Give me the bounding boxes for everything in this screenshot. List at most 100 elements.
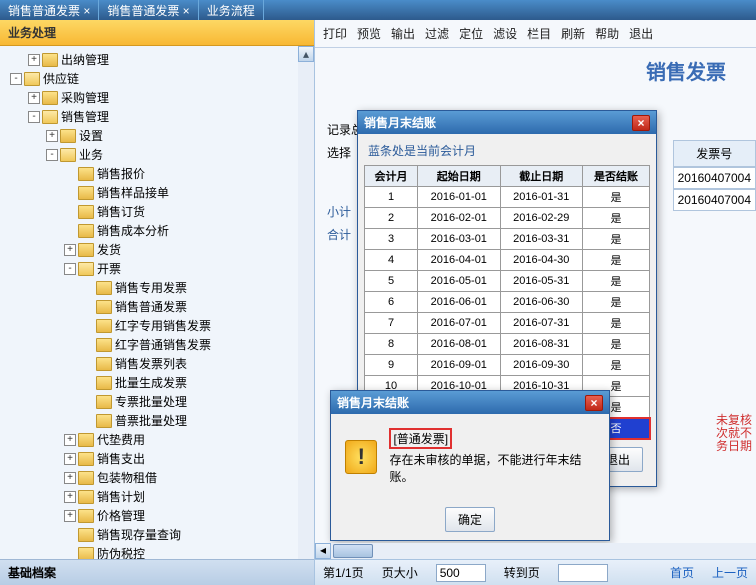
top-tab[interactable]: 销售普通发票 × [99, 0, 198, 20]
tree-item[interactable]: + 出纳管理 [4, 50, 310, 69]
expand-icon[interactable]: + [28, 54, 40, 66]
toolbar-item[interactable]: 滤设 [493, 25, 517, 42]
invoice-cell[interactable]: 20160407004 [673, 189, 756, 211]
tree-item[interactable]: 批量生成发票 [4, 373, 310, 392]
toolbar-item[interactable]: 栏目 [527, 25, 551, 42]
tree-item[interactable]: +价格管理 [4, 506, 310, 525]
table-row[interactable]: 22016-02-012016-02-29是 [365, 208, 650, 229]
tree-item[interactable]: -开票 [4, 259, 310, 278]
toolbar-item[interactable]: 退出 [629, 25, 653, 42]
ok-button[interactable]: 确定 [445, 507, 495, 532]
table-cell: 2016-08-31 [500, 334, 582, 355]
toolbar-item[interactable]: 预览 [357, 25, 381, 42]
top-tab[interactable]: 销售普通发票 × [0, 0, 99, 20]
expand-icon[interactable]: + [28, 92, 40, 104]
expand-icon[interactable]: + [64, 510, 76, 522]
tree-item[interactable]: +采购管理 [4, 88, 310, 107]
folder-icon [24, 72, 40, 86]
tree-scrollbar[interactable]: ▴ [298, 46, 314, 559]
toolbar-item[interactable]: 输出 [391, 25, 415, 42]
table-header: 是否结账 [583, 166, 650, 187]
tree-item[interactable]: 销售现存量查询 [4, 525, 310, 544]
top-tab[interactable]: 业务流程 [199, 0, 264, 20]
page-size-input[interactable] [436, 564, 486, 582]
expand-icon[interactable]: - [46, 149, 58, 161]
folder-icon [96, 395, 112, 409]
tree-item[interactable]: 销售样品接单 [4, 183, 310, 202]
table-row[interactable]: 82016-08-012016-08-31是 [365, 334, 650, 355]
tree-item[interactable]: 防伪税控 [4, 544, 310, 559]
table-row[interactable]: 12016-01-012016-01-31是 [365, 187, 650, 208]
table-row[interactable]: 62016-06-012016-06-30是 [365, 292, 650, 313]
tree-item[interactable]: 销售订货 [4, 202, 310, 221]
tree-label: 防伪税控 [97, 545, 145, 559]
tree-item[interactable]: 红字普通销售发票 [4, 335, 310, 354]
expand-icon[interactable]: - [64, 263, 76, 275]
table-cell: 2016-07-01 [418, 313, 500, 334]
tree-item[interactable]: 销售发票列表 [4, 354, 310, 373]
close-icon[interactable]: × [632, 115, 650, 131]
table-cell: 5 [365, 271, 418, 292]
expand-icon[interactable]: + [64, 244, 76, 256]
tree-item[interactable]: +销售计划 [4, 487, 310, 506]
toolbar-item[interactable]: 刷新 [561, 25, 585, 42]
dialog-title-bar[interactable]: 销售月末结账 × [358, 111, 656, 134]
folder-icon [60, 148, 76, 162]
expand-icon[interactable]: + [64, 472, 76, 484]
tree-item[interactable]: 销售报价 [4, 164, 310, 183]
tree-label: 设置 [79, 127, 103, 144]
tree-label: 红字普通销售发票 [115, 336, 211, 353]
tree-item[interactable]: +代垫费用 [4, 430, 310, 449]
expand-icon[interactable]: + [64, 434, 76, 446]
scroll-up-icon[interactable]: ▴ [298, 46, 314, 62]
expand-icon[interactable]: + [64, 491, 76, 503]
table-cell: 是 [583, 208, 650, 229]
folder-icon [60, 129, 76, 143]
tree-item[interactable]: +发货 [4, 240, 310, 259]
expand-icon[interactable]: + [64, 453, 76, 465]
scroll-thumb[interactable] [333, 544, 373, 558]
toolbar-item[interactable]: 定位 [459, 25, 483, 42]
table-row[interactable]: 92016-09-012016-09-30是 [365, 355, 650, 376]
tree-item[interactable]: 销售普通发票 [4, 297, 310, 316]
tree-item[interactable]: 销售专用发票 [4, 278, 310, 297]
table-row[interactable]: 72016-07-012016-07-31是 [365, 313, 650, 334]
tree-item[interactable]: -销售管理 [4, 107, 310, 126]
tree-item[interactable]: 红字专用销售发票 [4, 316, 310, 335]
table-row[interactable]: 52016-05-012016-05-31是 [365, 271, 650, 292]
prev-page-link[interactable]: 上一页 [712, 564, 748, 581]
toolbar-item[interactable]: 帮助 [595, 25, 619, 42]
tree-item[interactable]: + 设置 [4, 126, 310, 145]
invoice-cell[interactable]: 20160407004 [673, 167, 756, 189]
table-cell: 3 [365, 229, 418, 250]
horizontal-scrollbar[interactable]: ◂ [315, 543, 756, 559]
close-icon[interactable]: × [585, 395, 603, 411]
expand-icon[interactable]: - [28, 111, 40, 123]
dialog-title-bar[interactable]: 销售月末结账 × [331, 391, 609, 414]
tree-item[interactable]: 销售成本分析 [4, 221, 310, 240]
tree-label: 出纳管理 [61, 51, 109, 68]
table-cell: 6 [365, 292, 418, 313]
expand-icon[interactable]: - [10, 73, 22, 85]
scroll-left-icon[interactable]: ◂ [315, 543, 331, 559]
tree-item[interactable]: 普票批量处理 [4, 411, 310, 430]
folder-icon [78, 452, 94, 466]
toolbar-item[interactable]: 过滤 [425, 25, 449, 42]
expand-icon[interactable]: + [46, 130, 58, 142]
table-row[interactable]: 32016-03-012016-03-31是 [365, 229, 650, 250]
tree-item[interactable]: -业务 [4, 145, 310, 164]
tree-item[interactable]: - 供应链 [4, 69, 310, 88]
tree-item[interactable]: +销售支出 [4, 449, 310, 468]
table-row[interactable]: 42016-04-012016-04-30是 [365, 250, 650, 271]
invoice-column: 发票号 20160407004 20160407004 [673, 140, 756, 211]
tree-label: 销售专用发票 [115, 279, 187, 296]
toolbar-item[interactable]: 打印 [323, 25, 347, 42]
first-page-link[interactable]: 首页 [670, 564, 694, 581]
tree-label: 销售报价 [97, 165, 145, 182]
tree-item[interactable]: +包装物租借 [4, 468, 310, 487]
goto-input[interactable] [558, 564, 608, 582]
table-cell: 7 [365, 313, 418, 334]
tree-label: 供应链 [43, 70, 79, 87]
sidebar-footer[interactable]: 基础档案 [0, 559, 314, 585]
tree-item[interactable]: 专票批量处理 [4, 392, 310, 411]
